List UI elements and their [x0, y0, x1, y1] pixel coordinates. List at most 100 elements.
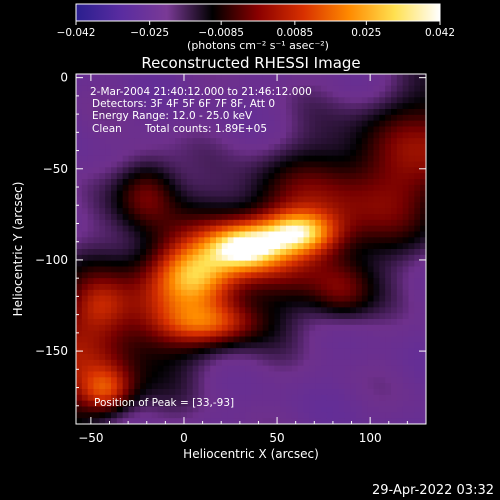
- heatmap-cell: [251, 91, 258, 98]
- heatmap-cell: [385, 371, 392, 378]
- heatmap-cell: [356, 324, 363, 332]
- heatmap-cell: [140, 406, 147, 413]
- heatmap-cell: [291, 214, 299, 221]
- heatmap-cell: [169, 324, 176, 332]
- heatmap-cell: [379, 109, 386, 116]
- heatmap-cell: [87, 319, 95, 326]
- heatmap-cell: [93, 190, 100, 198]
- heatmap-cell: [105, 371, 112, 378]
- heatmap-cell: [414, 167, 421, 174]
- heatmap-cell: [268, 97, 275, 104]
- heatmap-cell: [350, 324, 357, 332]
- heatmap-cell: [256, 126, 264, 133]
- heatmap-cell: [414, 307, 421, 314]
- heatmap-cell: [128, 330, 135, 338]
- heatmap-cell: [402, 196, 410, 203]
- heatmap-cell: [128, 208, 135, 215]
- heatmap-cell: [245, 161, 252, 168]
- heatmap-cell: [76, 231, 83, 238]
- heatmap-cell: [111, 214, 118, 221]
- heatmap-cell: [385, 377, 392, 384]
- heatmap-cell: [286, 313, 293, 320]
- heatmap-cell: [303, 167, 310, 174]
- heatmap-cell: [297, 359, 305, 367]
- heatmap-cell: [274, 243, 281, 250]
- heatmap-cell: [239, 132, 246, 139]
- heatmap-cell: [192, 383, 200, 390]
- heatmap-cell: [402, 219, 410, 227]
- heatmap-cell: [204, 330, 211, 338]
- heatmap-cell: [303, 377, 310, 384]
- heatmap-cell: [128, 173, 135, 180]
- heatmap-cell: [274, 219, 281, 227]
- heatmap-cell: [198, 208, 205, 215]
- heatmap-cell: [81, 97, 89, 104]
- heatmap-cell: [321, 132, 328, 139]
- heatmap-cell: [140, 79, 147, 87]
- heatmap-cell: [286, 225, 293, 233]
- heatmap-cell: [315, 132, 322, 139]
- heatmap-cell: [122, 79, 130, 87]
- heatmap-cell: [373, 342, 380, 349]
- heatmap-cell: [163, 120, 170, 128]
- heatmap-cell: [122, 225, 130, 233]
- heatmap-cell: [146, 330, 153, 338]
- heatmap-cell: [233, 190, 240, 198]
- heatmap-cell: [309, 394, 316, 402]
- heatmap-cell: [233, 231, 240, 238]
- heatmap-cell: [268, 330, 275, 338]
- heatmap-cell: [315, 237, 322, 244]
- heatmap-cell: [146, 79, 153, 87]
- heatmap-cell: [326, 278, 334, 285]
- heatmap-cell: [233, 208, 240, 215]
- heatmap-cell: [291, 103, 299, 110]
- heatmap-cell: [76, 336, 83, 343]
- heatmap-cell: [81, 132, 89, 139]
- heatmap-cell: [402, 79, 410, 87]
- heatmap-cell: [192, 155, 200, 163]
- heatmap-cell: [245, 272, 252, 279]
- heatmap-cell: [181, 260, 188, 268]
- heatmap-cell: [321, 149, 328, 157]
- heatmap-cell: [408, 161, 415, 168]
- heatmap-cell: [420, 85, 426, 93]
- heatmap-cell: [315, 219, 322, 227]
- heatmap-cell: [216, 219, 223, 227]
- heatmap-cell: [146, 307, 153, 314]
- heatmap-cell: [262, 202, 270, 209]
- heatmap-cell: [245, 237, 252, 244]
- heatmap-cell: [192, 173, 200, 180]
- heatmap-cell: [356, 406, 363, 413]
- heatmap-cell: [81, 237, 89, 244]
- heatmap-cell: [303, 196, 310, 203]
- heatmap-cell: [321, 74, 328, 81]
- heatmap-cell: [111, 412, 118, 419]
- heatmap-cell: [367, 307, 375, 314]
- heatmap-cell: [146, 284, 153, 291]
- heatmap-cell: [233, 418, 240, 424]
- heatmap-cell: [151, 237, 159, 244]
- heatmap-cell: [297, 219, 305, 227]
- heatmap-cell: [262, 301, 270, 308]
- heatmap-cell: [350, 289, 357, 297]
- heatmap-cell: [227, 383, 235, 390]
- heatmap-cell: [356, 167, 363, 174]
- heatmap-cell: [239, 272, 246, 279]
- heatmap-cell: [93, 365, 100, 373]
- heatmap-cell: [157, 138, 165, 145]
- heatmap-cell: [99, 103, 106, 110]
- heatmap-cell: [356, 260, 363, 268]
- heatmap-cell: [420, 354, 426, 361]
- heatmap-cell: [367, 400, 375, 408]
- heatmap-cell: [402, 307, 410, 314]
- heatmap-cell: [134, 260, 141, 268]
- heatmap-cell: [227, 173, 235, 180]
- heatmap-cell: [181, 295, 188, 303]
- heatmap-cell: [122, 237, 130, 244]
- heatmap-cell: [315, 214, 322, 221]
- heatmap-cell: [128, 354, 135, 361]
- heatmap-cell: [93, 167, 100, 174]
- heatmap-cell: [151, 342, 159, 349]
- heatmap-cell: [326, 225, 334, 233]
- heatmap-cell: [315, 184, 322, 192]
